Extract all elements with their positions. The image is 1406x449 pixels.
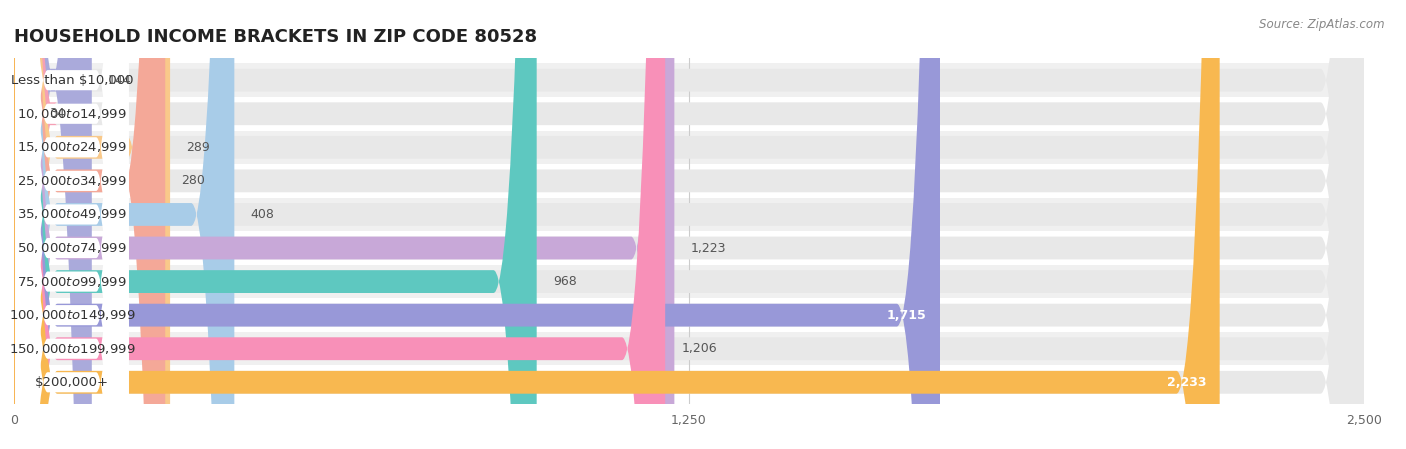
- Text: $10,000 to $14,999: $10,000 to $14,999: [17, 107, 127, 121]
- FancyBboxPatch shape: [15, 0, 128, 449]
- Bar: [14, 164, 1364, 198]
- FancyBboxPatch shape: [15, 0, 128, 449]
- FancyBboxPatch shape: [14, 0, 665, 449]
- Text: 1,715: 1,715: [887, 308, 927, 321]
- FancyBboxPatch shape: [14, 0, 1364, 449]
- Bar: [14, 299, 1364, 332]
- FancyBboxPatch shape: [14, 0, 537, 449]
- Text: Source: ZipAtlas.com: Source: ZipAtlas.com: [1260, 18, 1385, 31]
- FancyBboxPatch shape: [14, 0, 1364, 449]
- Text: 968: 968: [553, 275, 576, 288]
- FancyBboxPatch shape: [14, 0, 1364, 449]
- FancyBboxPatch shape: [14, 0, 1364, 449]
- FancyBboxPatch shape: [0, 0, 58, 449]
- Bar: [14, 365, 1364, 399]
- FancyBboxPatch shape: [15, 0, 128, 449]
- Text: $35,000 to $49,999: $35,000 to $49,999: [17, 207, 127, 221]
- Bar: [14, 63, 1364, 97]
- FancyBboxPatch shape: [14, 0, 1364, 449]
- Bar: [14, 265, 1364, 299]
- FancyBboxPatch shape: [15, 0, 128, 449]
- Text: 1,206: 1,206: [682, 342, 717, 355]
- FancyBboxPatch shape: [14, 0, 941, 449]
- Text: $25,000 to $34,999: $25,000 to $34,999: [17, 174, 127, 188]
- Text: 408: 408: [250, 208, 274, 221]
- Text: Less than $10,000: Less than $10,000: [11, 74, 134, 87]
- Text: HOUSEHOLD INCOME BRACKETS IN ZIP CODE 80528: HOUSEHOLD INCOME BRACKETS IN ZIP CODE 80…: [14, 28, 537, 46]
- FancyBboxPatch shape: [15, 0, 128, 449]
- Bar: [14, 231, 1364, 265]
- Bar: [14, 97, 1364, 131]
- FancyBboxPatch shape: [15, 0, 128, 449]
- FancyBboxPatch shape: [15, 0, 128, 449]
- Bar: [14, 332, 1364, 365]
- Text: $100,000 to $149,999: $100,000 to $149,999: [8, 308, 135, 322]
- Text: 2,233: 2,233: [1167, 376, 1206, 389]
- Text: 289: 289: [186, 141, 209, 154]
- FancyBboxPatch shape: [15, 0, 128, 449]
- FancyBboxPatch shape: [14, 0, 1364, 449]
- Text: $15,000 to $24,999: $15,000 to $24,999: [17, 141, 127, 154]
- FancyBboxPatch shape: [14, 0, 1219, 449]
- FancyBboxPatch shape: [15, 0, 128, 449]
- FancyBboxPatch shape: [14, 0, 91, 449]
- FancyBboxPatch shape: [14, 0, 1364, 449]
- Text: 280: 280: [181, 174, 205, 187]
- FancyBboxPatch shape: [15, 0, 128, 449]
- FancyBboxPatch shape: [14, 0, 1364, 449]
- Text: 34: 34: [49, 107, 65, 120]
- Bar: [14, 198, 1364, 231]
- FancyBboxPatch shape: [14, 0, 170, 449]
- FancyBboxPatch shape: [14, 0, 675, 449]
- Text: $50,000 to $74,999: $50,000 to $74,999: [17, 241, 127, 255]
- FancyBboxPatch shape: [14, 0, 166, 449]
- Text: $75,000 to $99,999: $75,000 to $99,999: [17, 275, 127, 289]
- Text: $150,000 to $199,999: $150,000 to $199,999: [8, 342, 135, 356]
- FancyBboxPatch shape: [14, 0, 1364, 449]
- FancyBboxPatch shape: [14, 0, 235, 449]
- Text: 144: 144: [108, 74, 132, 87]
- Text: 1,223: 1,223: [690, 242, 725, 255]
- Text: $200,000+: $200,000+: [35, 376, 108, 389]
- Bar: [14, 131, 1364, 164]
- FancyBboxPatch shape: [14, 0, 1364, 449]
